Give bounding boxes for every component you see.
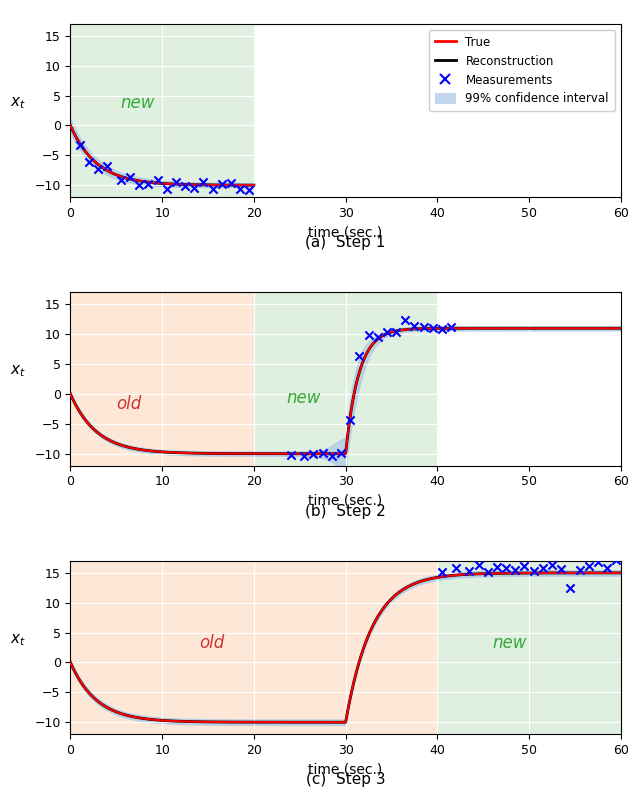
Measurements — [116, 174, 126, 187]
True — [166, 179, 173, 188]
True — [155, 179, 163, 188]
Text: old: old — [199, 634, 224, 651]
Measurements — [244, 184, 254, 196]
Reconstruction — [217, 180, 225, 190]
Measurements — [189, 181, 200, 194]
Measurements — [134, 179, 145, 192]
Measurements — [93, 163, 103, 176]
Point — [593, 555, 603, 568]
Legend: True, Reconstruction, Measurements, 99% confidence interval: True, Reconstruction, Measurements, 99% … — [429, 30, 615, 112]
Measurements — [84, 155, 94, 168]
Text: old: old — [116, 395, 141, 413]
Text: new: new — [286, 389, 321, 407]
Point — [317, 446, 328, 459]
Measurements — [161, 183, 172, 196]
Point — [547, 559, 557, 571]
Point — [326, 449, 337, 462]
Text: new: new — [121, 93, 156, 112]
Y-axis label: $x_t$: $x_t$ — [10, 363, 26, 379]
Point — [584, 559, 594, 572]
Reconstruction — [67, 120, 74, 130]
Point — [381, 326, 392, 339]
True — [246, 180, 253, 190]
True — [250, 180, 258, 190]
Reconstruction — [154, 178, 161, 188]
Y-axis label: $x_t$: $x_t$ — [10, 632, 26, 647]
Point — [391, 326, 401, 338]
Measurements — [198, 176, 209, 189]
Bar — [70, 561, 437, 734]
Point — [345, 413, 355, 426]
True — [154, 178, 161, 188]
Point — [299, 450, 309, 463]
True — [176, 180, 184, 189]
Reconstruction — [246, 180, 253, 190]
Measurements — [74, 139, 84, 152]
Point — [510, 563, 520, 576]
Text: new: new — [492, 634, 527, 651]
Measurements — [143, 178, 154, 191]
Measurements — [102, 160, 112, 172]
Point — [565, 582, 575, 595]
Bar — [437, 561, 621, 734]
True — [217, 180, 225, 190]
Point — [446, 321, 456, 334]
Point — [436, 322, 447, 335]
Measurements — [152, 174, 163, 187]
Measurements — [180, 180, 190, 192]
Point — [529, 564, 539, 577]
Measurements — [125, 170, 135, 183]
Point — [355, 350, 365, 362]
True — [67, 120, 74, 130]
Point — [400, 314, 410, 326]
Point — [336, 447, 346, 460]
Point — [483, 565, 493, 578]
Measurements — [207, 183, 218, 196]
Point — [308, 448, 319, 460]
Measurements — [216, 177, 227, 190]
Point — [464, 565, 474, 578]
Point — [519, 560, 529, 573]
Bar — [70, 24, 254, 197]
Bar — [70, 292, 254, 466]
Point — [474, 559, 484, 571]
Line: Reconstruction: Reconstruction — [70, 125, 254, 185]
Point — [501, 562, 511, 575]
Point — [262, 492, 273, 505]
Point — [575, 563, 585, 576]
Point — [419, 321, 429, 334]
Reconstruction — [155, 179, 163, 188]
Reconstruction — [250, 180, 258, 190]
Point — [428, 322, 438, 335]
Point — [436, 566, 447, 579]
Text: (b)  Step 2: (b) Step 2 — [305, 504, 386, 519]
Reconstruction — [166, 179, 173, 188]
Point — [451, 562, 461, 575]
Line: True: True — [70, 125, 254, 185]
Bar — [254, 292, 437, 466]
Point — [538, 561, 548, 574]
Text: (c)  Step 3: (c) Step 3 — [306, 772, 385, 788]
Point — [611, 553, 621, 566]
X-axis label: time (sec.): time (sec.) — [308, 762, 383, 776]
Point — [372, 331, 383, 344]
X-axis label: time (sec.): time (sec.) — [308, 226, 383, 239]
X-axis label: time (sec.): time (sec.) — [308, 494, 383, 508]
Point — [556, 563, 566, 575]
Text: (a)  Step 1: (a) Step 1 — [305, 235, 386, 251]
Point — [285, 448, 296, 461]
Point — [492, 561, 502, 574]
Point — [364, 329, 374, 342]
Point — [602, 561, 612, 574]
Reconstruction — [176, 180, 184, 189]
Measurements — [226, 177, 236, 190]
Y-axis label: $x_t$: $x_t$ — [10, 95, 26, 111]
Measurements — [171, 176, 181, 189]
Measurements — [235, 182, 245, 195]
Point — [410, 319, 420, 332]
